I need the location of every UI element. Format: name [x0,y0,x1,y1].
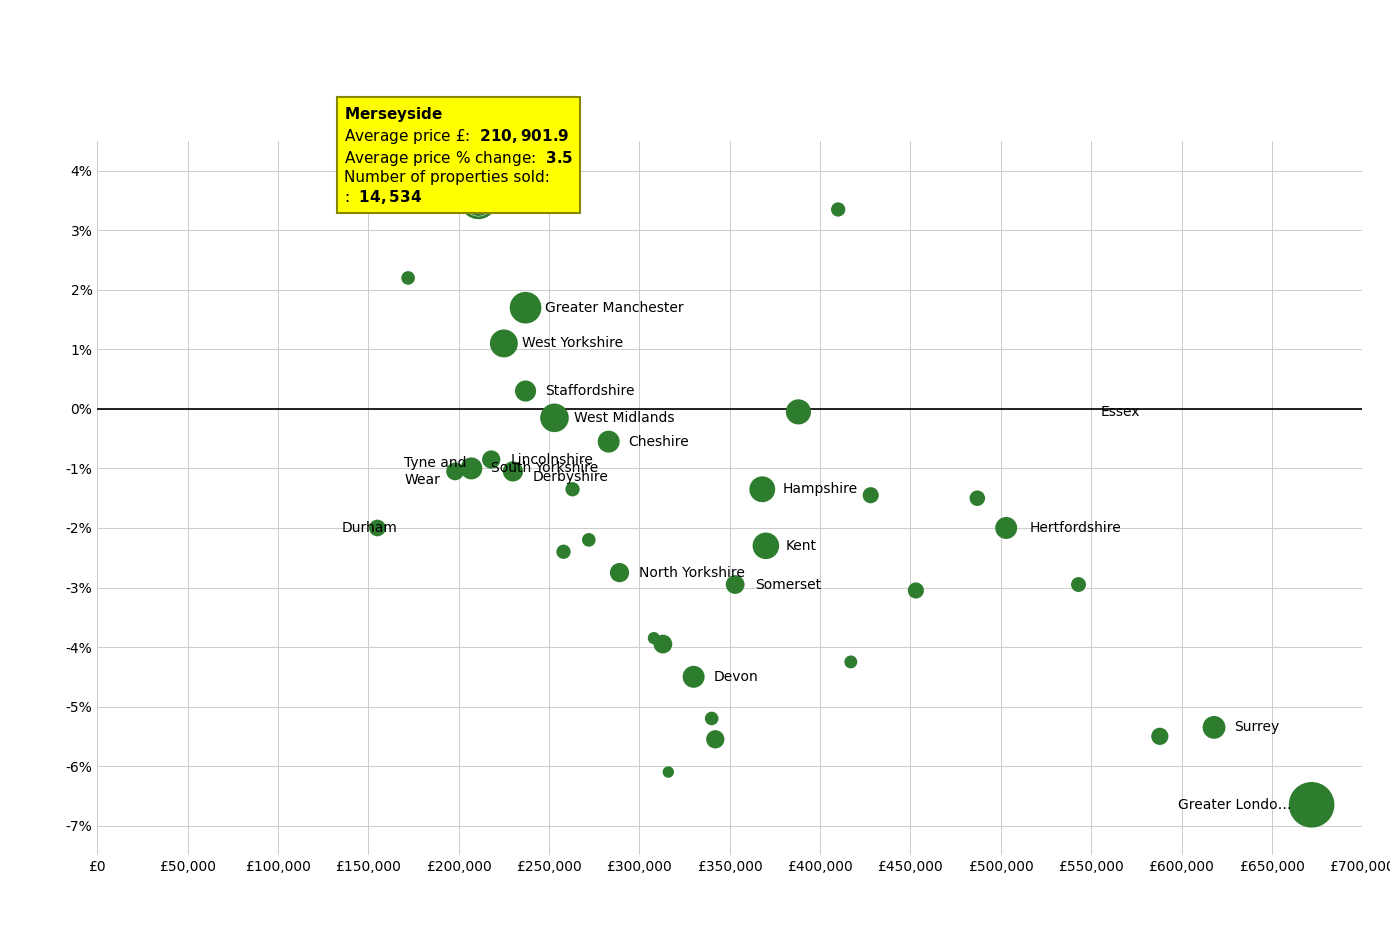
Point [755,539,777,554]
Text: Essex: Essex [1101,405,1140,419]
Text: Merseyside: Merseyside [499,191,577,205]
Text: Somerset: Somerset [755,577,821,591]
Point [1068,577,1090,592]
Point [609,565,631,580]
Point [552,544,574,559]
Point [578,532,600,547]
Point [1148,728,1170,744]
Point [1202,720,1225,735]
Point [642,631,664,646]
Text: $\mathbf{Merseyside}$
Average price £:  $\mathbf{210,901.9}$
Average price % cha: $\mathbf{Merseyside}$ Average price £: $… [343,105,573,206]
Point [701,711,723,726]
Point [467,193,489,208]
Point [724,577,746,592]
Point [598,434,620,449]
Point [1301,797,1323,812]
Point [652,636,674,651]
Text: South Yorkshire: South Yorkshire [491,462,599,476]
Point [467,193,489,208]
Point [905,583,927,598]
Text: Derbyshire: Derbyshire [532,470,609,484]
Point [480,452,502,467]
Point [859,488,881,503]
Text: Tyne and
Wear: Tyne and Wear [404,456,467,487]
Point [367,521,389,536]
Point [682,669,705,684]
Text: Hampshire: Hampshire [783,482,858,496]
Text: Durham: Durham [342,521,398,535]
Text: Kent: Kent [785,539,817,553]
Point [543,410,566,425]
Point [657,764,680,779]
Point [460,461,482,476]
Text: Greater Manchester: Greater Manchester [545,301,684,315]
Point [751,481,773,496]
Point [398,271,420,286]
Text: Hertfordshire: Hertfordshire [1030,521,1122,535]
Text: West Yorkshire: West Yorkshire [523,337,623,351]
Text: Surrey: Surrey [1234,720,1279,734]
Text: West Midlands: West Midlands [574,411,676,425]
Point [705,732,727,747]
Text: Cheshire: Cheshire [628,434,689,448]
Point [514,300,537,315]
Point [787,404,809,419]
Point [514,384,537,399]
Point [493,336,516,351]
Point [827,202,849,217]
Text: North Yorkshire: North Yorkshire [639,566,745,580]
Point [840,654,862,669]
Text: Greater Londo…: Greater Londo… [1177,798,1291,812]
Text: Lincolnshire: Lincolnshire [512,452,594,466]
Point [995,521,1017,536]
Text: Devon: Devon [713,670,758,683]
Point [502,463,524,478]
Point [443,463,466,478]
Text: Staffordshire: Staffordshire [545,384,635,398]
Point [562,481,584,496]
Point [966,491,988,506]
